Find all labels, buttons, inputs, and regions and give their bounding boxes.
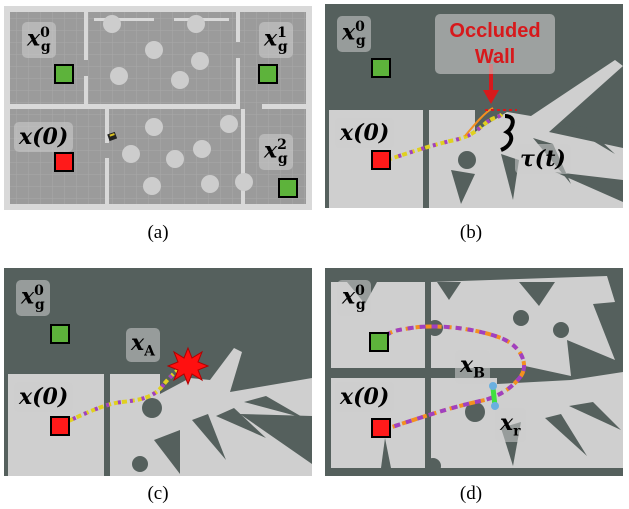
goal0-label: x0g: [337, 16, 371, 52]
goal0-marker: [50, 324, 70, 344]
caption-d: (d): [459, 483, 483, 504]
start-label: x(0): [14, 382, 74, 412]
tau-label: τ(t): [515, 144, 571, 174]
panel-b: x0g Occluded Wall x(0) τ(t): [325, 4, 623, 208]
caption-b: (b): [459, 222, 483, 243]
goal2-label: x2g: [259, 134, 293, 170]
start-label: x(0): [335, 118, 395, 148]
goal0-label: x0g: [16, 280, 50, 316]
caption-c: (c): [147, 483, 169, 504]
walls: [4, 6, 312, 210]
start-marker: [371, 418, 391, 438]
goal1-label: x1g: [259, 22, 293, 58]
start-marker: [50, 416, 70, 436]
panel-c-map: [8, 346, 312, 476]
collision-icon: [166, 346, 210, 386]
goal2-marker: [278, 178, 298, 198]
xb-label: xB: [455, 350, 490, 385]
trajectory: [61, 362, 189, 426]
brace-icon: [500, 114, 515, 152]
xa-label: xA: [126, 328, 160, 363]
robot-icon: [107, 131, 118, 142]
start-marker: [371, 150, 391, 170]
goal1-marker: [258, 64, 278, 84]
occluded-wall-label: Occluded Wall: [435, 14, 555, 74]
goal0-marker: [371, 58, 391, 78]
trajectory: [386, 111, 505, 162]
goal0-label: x0g: [22, 22, 56, 58]
xr-label: xr: [495, 408, 526, 443]
panel-d: x0g xB x(0) xr: [325, 268, 623, 476]
start-label: x(0): [14, 122, 74, 152]
start-label: x(0): [335, 382, 395, 412]
start-marker: [54, 152, 74, 172]
panel-c: x0g xA x(0): [4, 268, 312, 476]
goal0-marker: [54, 64, 74, 84]
goal0-label: x0g: [337, 280, 371, 316]
panel-a: x0g x1g x(0) x2g: [4, 6, 312, 210]
goal0-marker: [369, 332, 389, 352]
obstacles: [103, 15, 253, 195]
caption-a: (a): [147, 222, 169, 243]
panel-a-map: [4, 6, 312, 210]
panel-d-map: [331, 276, 623, 474]
